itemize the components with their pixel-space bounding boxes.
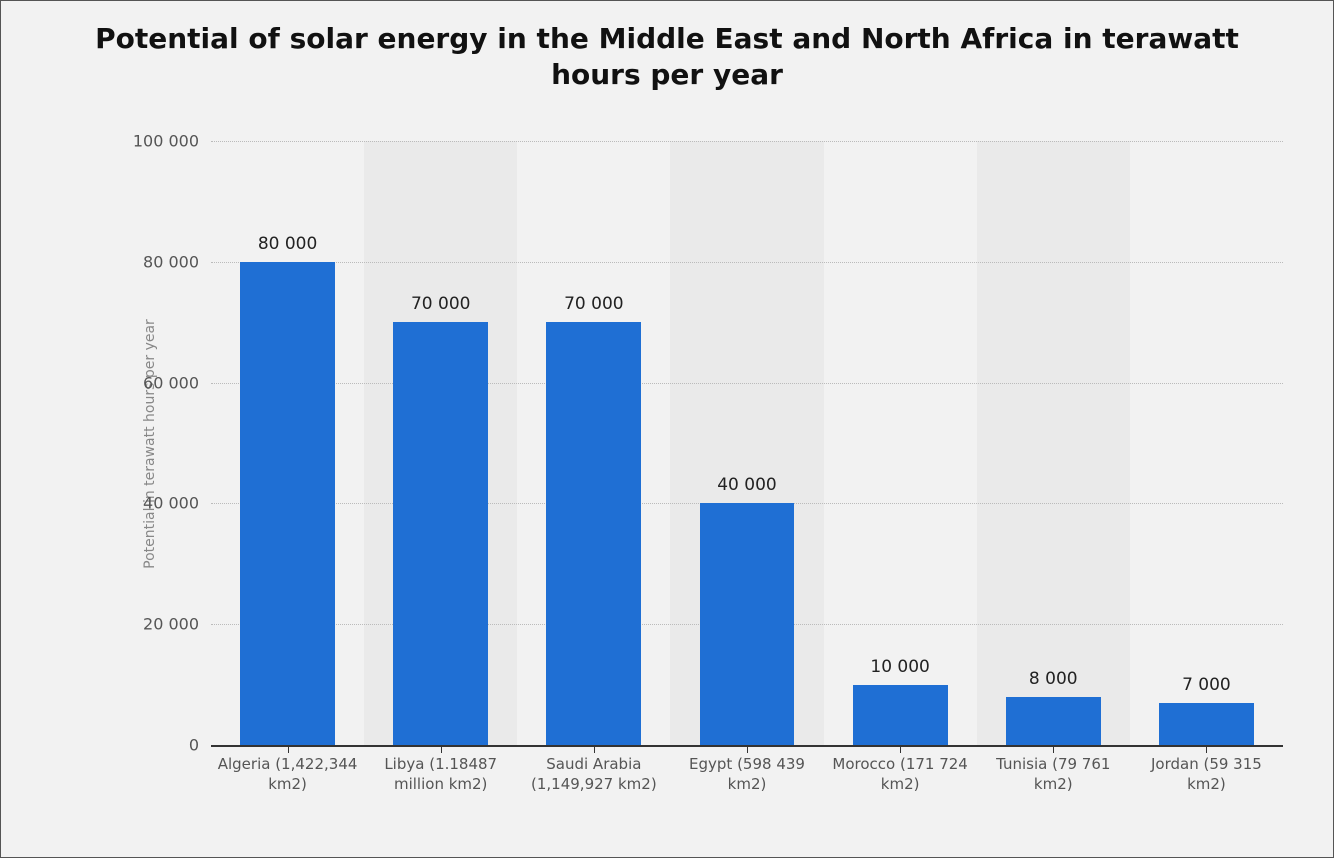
chart-frame: Potential of solar energy in the Middle … xyxy=(0,0,1334,858)
y-tick-label: 0 xyxy=(189,736,211,755)
y-axis-title: Potential in terawatt hours per year xyxy=(142,319,158,569)
x-tick-label: Tunisia (79 761 km2) xyxy=(977,745,1130,794)
bar-slot: 40 000Egypt (598 439 km2) xyxy=(670,141,823,745)
gridline xyxy=(211,262,1283,263)
bar: 70 000 xyxy=(393,322,488,745)
bar-slot: 70 000Libya (1.18487 million km2) xyxy=(364,141,517,745)
bar-value-label: 70 000 xyxy=(564,294,623,314)
bar-value-label: 7 000 xyxy=(1182,675,1231,695)
gridline xyxy=(211,141,1283,142)
bars-container: 80 000Algeria (1,422,344 km2)70 000Libya… xyxy=(211,141,1283,745)
plot-wrap: Potential in terawatt hours per year 80 … xyxy=(111,141,1293,747)
x-tick-label: Jordan (59 315 km2) xyxy=(1130,745,1283,794)
x-tick-label: Morocco (171 724 km2) xyxy=(824,745,977,794)
bar-value-label: 80 000 xyxy=(258,234,317,254)
bar: 80 000 xyxy=(240,262,335,745)
bar: 40 000 xyxy=(700,503,795,745)
bar: 7 000 xyxy=(1159,703,1254,745)
y-tick-label: 40 000 xyxy=(143,494,211,513)
gridline xyxy=(211,383,1283,384)
bar-slot: 80 000Algeria (1,422,344 km2) xyxy=(211,141,364,745)
y-tick-label: 20 000 xyxy=(143,615,211,634)
bar-slot: 10 000Morocco (171 724 km2) xyxy=(824,141,977,745)
x-tick-label: Egypt (598 439 km2) xyxy=(670,745,823,794)
y-tick-label: 100 000 xyxy=(133,132,211,151)
chart-title: Potential of solar energy in the Middle … xyxy=(1,1,1333,104)
y-tick-label: 80 000 xyxy=(143,252,211,271)
x-tick-label: Algeria (1,422,344 km2) xyxy=(211,745,364,794)
bar: 10 000 xyxy=(853,685,948,745)
bar-value-label: 10 000 xyxy=(870,657,929,677)
bar: 8 000 xyxy=(1006,697,1101,745)
bar-value-label: 8 000 xyxy=(1029,669,1078,689)
bar-slot: 8 000Tunisia (79 761 km2) xyxy=(977,141,1130,745)
bar: 70 000 xyxy=(546,322,641,745)
bar-value-label: 40 000 xyxy=(717,475,776,495)
x-tick-label: Libya (1.18487 million km2) xyxy=(364,745,517,794)
bar-slot: 70 000Saudi Arabia (1,149,927 km2) xyxy=(517,141,670,745)
bar-value-label: 70 000 xyxy=(411,294,470,314)
bar-slot: 7 000Jordan (59 315 km2) xyxy=(1130,141,1283,745)
plot-area: 80 000Algeria (1,422,344 km2)70 000Libya… xyxy=(211,141,1283,747)
y-tick-label: 60 000 xyxy=(143,373,211,392)
x-tick-label: Saudi Arabia (1,149,927 km2) xyxy=(517,745,670,794)
